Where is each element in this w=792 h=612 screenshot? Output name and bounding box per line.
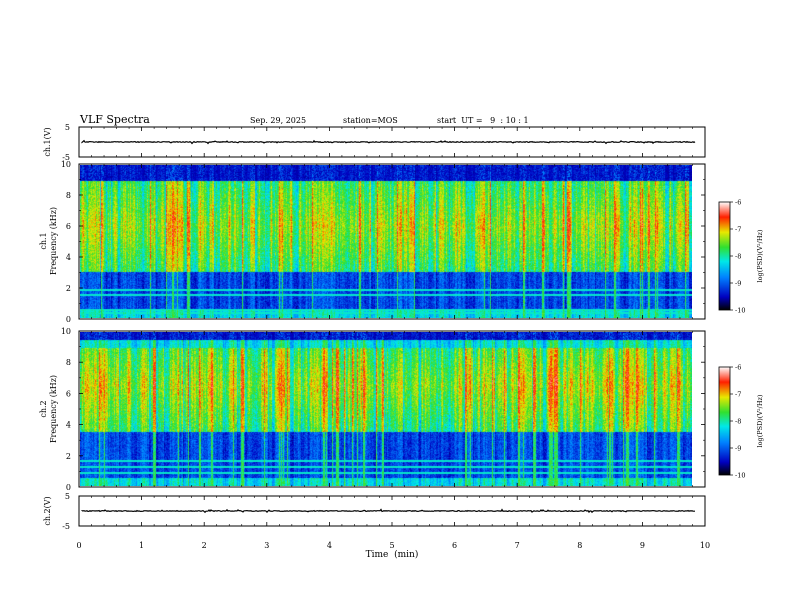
colorbar-tick-label: -6 — [735, 199, 741, 207]
freq-tick-label: 10 — [61, 327, 71, 336]
header-start-time: start UT = 9 : 10 : 1 — [437, 116, 529, 125]
ch2-spec-ylabel: Frequency (kHz) — [49, 375, 58, 443]
freq-tick-label: 8 — [66, 191, 71, 200]
ch2-spec-yticks: 10 8 6 4 2 0 — [61, 327, 705, 492]
x-tick-label: 0 — [76, 541, 81, 550]
ch1-wave-ytick-top: 5 — [65, 123, 70, 132]
freq-tick-label: 6 — [66, 389, 71, 398]
colorbar-tick-label: -10 — [735, 307, 745, 315]
ch2-waveform-panel: 5 -5 ch.2(V) — [43, 492, 706, 531]
x-tick-label: 3 — [264, 541, 269, 550]
waveform-line — [81, 508, 695, 514]
colorbar-tick-label: -7 — [735, 226, 741, 234]
x-axis-tick-labels: 0 1 2 3 4 5 6 7 8 9 10 — [76, 541, 710, 550]
ch1-colorbar-gradient — [718, 201, 731, 311]
x-tick-label: 4 — [327, 541, 332, 550]
ch1-spec-ylabel: Frequency (kHz) — [49, 207, 58, 275]
colorbar-tick-label: -7 — [735, 391, 741, 399]
x-tick-label: 9 — [640, 541, 645, 550]
ch2-spectrogram-panel: 10 8 6 4 2 0 ch.2 Frequency (kHz) — [39, 327, 706, 492]
x-tick-label: 2 — [202, 541, 207, 550]
ch2-wave-ylabel: ch.2(V) — [43, 496, 52, 525]
ch2-wave-ytick-bottom: -5 — [62, 522, 70, 531]
colorbar-tick-label: -8 — [735, 418, 741, 426]
colorbar-tick-label: -6 — [735, 364, 741, 372]
ch2-colorbar-gradient — [718, 366, 731, 476]
x-axis-ticks — [78, 127, 706, 526]
ch1-spectrogram-image — [80, 165, 692, 318]
freq-tick-label: 4 — [66, 421, 71, 430]
waveform-line — [81, 139, 696, 145]
freq-tick-label: 4 — [66, 253, 71, 262]
ch1-colorbar: -6 -7 -8 -9 -10 log(PSD)(V²/Hz) — [718, 199, 764, 315]
header-date: Sep. 29, 2025 — [250, 116, 306, 125]
ch2-colorbar-ticks: -6 -7 -8 -9 -10 — [730, 364, 745, 480]
ch1-spec-yticks: 10 8 6 4 2 0 — [61, 160, 705, 324]
freq-tick-label: 10 — [61, 160, 71, 169]
ch1-colorbar-label: log(PSD)(V²/Hz) — [756, 229, 764, 282]
x-tick-label: 10 — [700, 541, 710, 550]
chart-title: VLF Spectra — [79, 113, 150, 126]
ch1-waveform-trace — [81, 139, 696, 145]
ch1-wave-ylabel: ch.1(V) — [43, 127, 52, 156]
colorbar-tick-label: -10 — [735, 472, 745, 480]
colorbar-tick-label: -9 — [735, 445, 741, 453]
ch2-waveform-trace — [81, 508, 695, 514]
freq-tick-label: 2 — [66, 452, 71, 461]
x-tick-label: 1 — [139, 541, 144, 550]
header-station: station=MOS — [343, 116, 398, 125]
ch1-spec-ylabel-channel: ch.1 — [39, 232, 48, 249]
freq-tick-label: 6 — [66, 222, 71, 231]
freq-tick-label: 0 — [66, 315, 71, 324]
x-tick-label: 7 — [515, 541, 520, 550]
x-tick-label: 5 — [389, 541, 394, 550]
colorbar-tick-label: -9 — [735, 280, 741, 288]
ch1-spectrogram-panel: 10 8 6 4 2 0 ch.1 Frequency (kHz) — [39, 160, 706, 324]
freq-tick-label: 2 — [66, 284, 71, 293]
ch1-waveform-panel: 5 -5 ch.1(V) — [43, 123, 706, 162]
x-tick-label: 6 — [452, 541, 457, 550]
ch1-colorbar-ticks: -6 -7 -8 -9 -10 — [730, 199, 745, 315]
freq-tick-label: 8 — [66, 358, 71, 367]
ch1-wave-ytick-bottom: -5 — [62, 153, 70, 162]
x-tick-label: 8 — [577, 541, 582, 550]
ch2-colorbar-label: log(PSD)(V²/Hz) — [756, 394, 764, 447]
ch2-wave-ytick-top: 5 — [65, 492, 70, 501]
x-axis-label: Time (min) — [366, 549, 419, 560]
freq-tick-label: 0 — [66, 483, 71, 492]
ch2-colorbar: -6 -7 -8 -9 -10 log(PSD)(V²/Hz) — [718, 364, 764, 480]
ch2-spectrogram-image — [80, 332, 692, 486]
colorbar-tick-label: -8 — [735, 253, 741, 261]
ch2-spec-ylabel-channel: ch.2 — [39, 400, 48, 417]
